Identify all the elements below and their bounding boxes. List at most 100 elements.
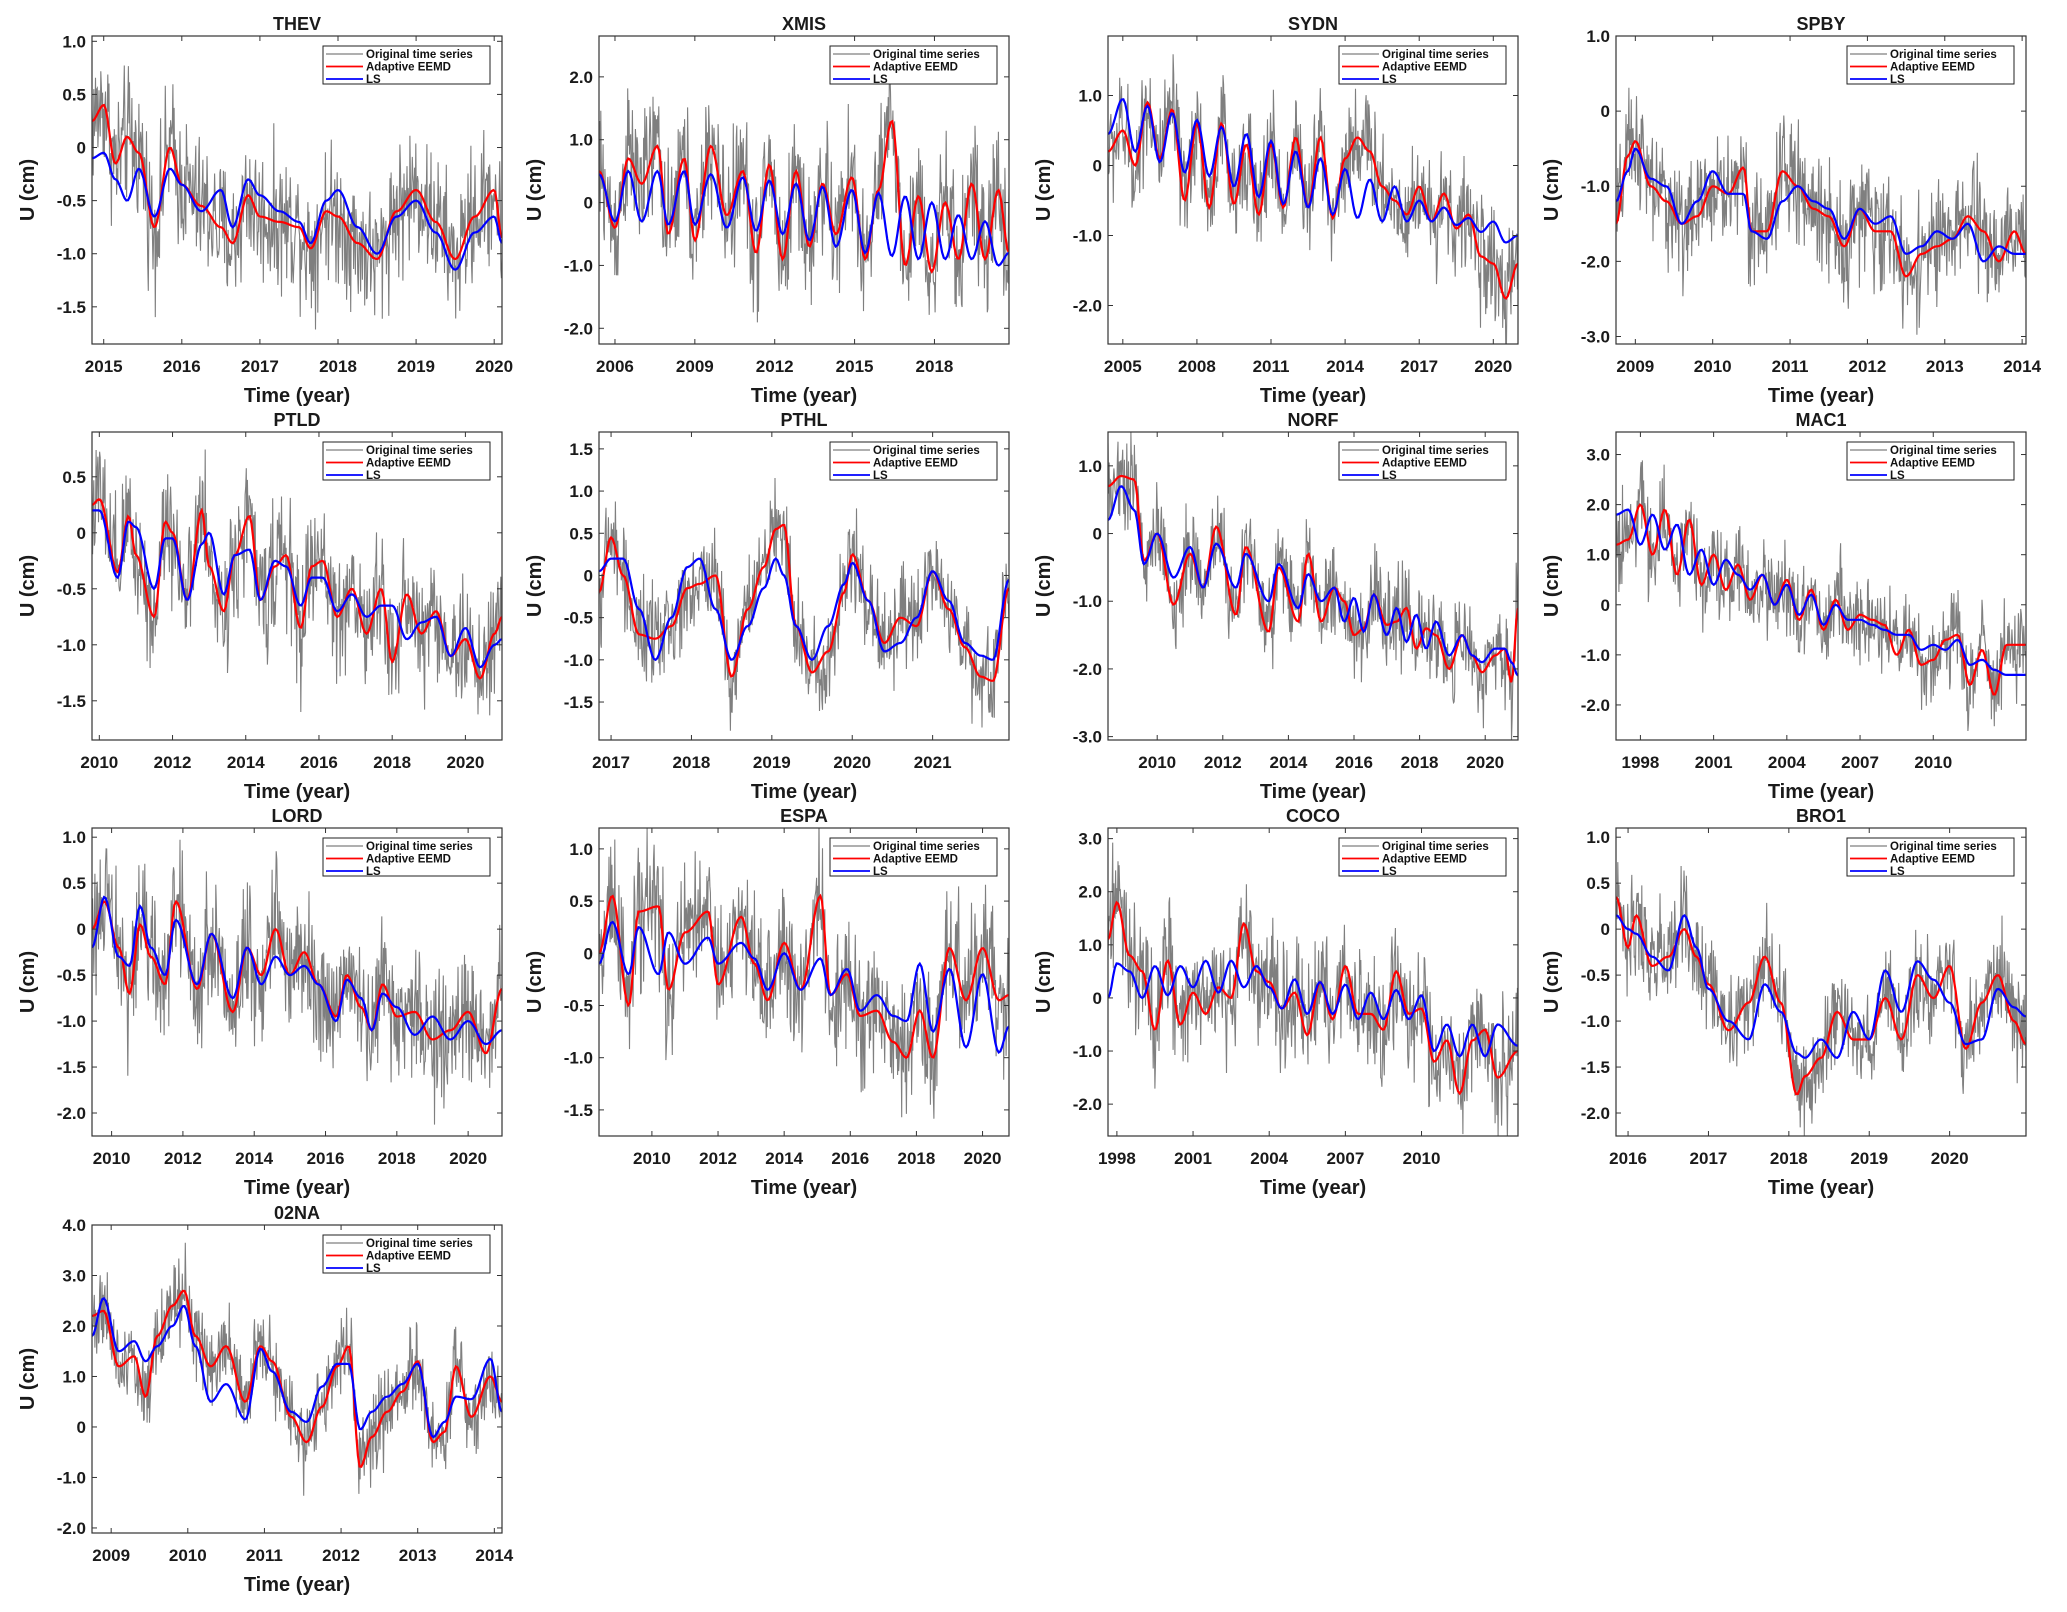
axes-box [598,431,1010,741]
ls-line [599,169,1009,267]
y-axis-label: U (cm) [17,1348,39,1410]
x-tick-label: 2018 [1401,753,1439,772]
x-tick-label: 2014 [227,753,265,772]
legend-label: Original time series [366,841,473,853]
x-axis-label: Time (year) [1260,1177,1366,1199]
y-axis-label: U (cm) [17,555,39,617]
legend-label: LS [366,1263,381,1275]
y-tick-label: 0 [584,194,593,213]
axes-box [598,827,1010,1137]
x-axis-label: Time (year) [244,1574,350,1596]
adaptive-eemd-line [1616,503,2026,696]
legend-label: Adaptive EEMD [1890,854,1975,866]
y-tick-label: -1.0 [57,1468,86,1487]
x-tick-label: 2001 [1695,753,1733,772]
legend-label: Adaptive EEMD [366,1251,451,1263]
y-tick-label: 1.0 [1586,828,1610,847]
original-series-line [92,1242,502,1496]
y-tick-label: -2.0 [1581,1104,1610,1123]
x-tick-label: 2014 [475,1546,513,1565]
subplot-title: ESPA [780,806,828,826]
x-axis-label: Time (year) [1768,385,1874,407]
x-tick-label: 2011 [1253,357,1290,376]
ls-line [1108,98,1518,244]
legend-label: LS [1890,866,1905,878]
adaptive-eemd-line [1616,896,2026,1096]
y-tick-label: 1.0 [1078,87,1102,106]
axes-box [1107,35,1519,345]
y-tick-label: 0 [77,1418,86,1437]
adaptive-eemd-line [92,1289,502,1468]
x-tick-label: 2013 [399,1546,437,1565]
subplot-title: PTHL [781,410,828,430]
x-tick-label: 2014 [2003,357,2041,376]
plot-area [1616,432,2026,740]
legend-box [829,837,998,877]
y-axis-label: U (cm) [1541,159,1563,221]
x-tick-label: 2007 [1841,753,1879,772]
x-tick-label: 2010 [1694,357,1732,376]
x-tick-label: 2017 [1400,357,1438,376]
y-tick-label: -1.0 [57,1012,86,1031]
axes-box [1615,35,2027,345]
plot-area [92,1225,502,1533]
legend-label: Original time series [1382,841,1489,853]
y-tick-label: -2.0 [1581,252,1610,271]
x-tick-label: 2014 [1326,357,1364,376]
y-axis-label: U (cm) [1033,159,1055,221]
x-tick-label: 2020 [1931,1149,1969,1168]
x-tick-label: 1998 [1621,753,1659,772]
y-axis-label: U (cm) [1541,555,1563,617]
adaptive-eemd-line [599,524,1009,682]
y-tick-label: 2.0 [1078,883,1102,902]
subplot-title: SYDN [1288,14,1338,34]
y-tick-label: -1.0 [1581,646,1610,665]
y-tick-label: 1.0 [1078,457,1102,476]
x-tick-label: 2018 [898,1149,936,1168]
subplot-title: XMIS [782,14,826,34]
legend-label: Original time series [366,49,473,61]
x-tick-label: 2012 [756,357,794,376]
legend-box [1846,45,2015,85]
y-axis-label: U (cm) [524,555,546,617]
y-tick-label: 0 [77,524,86,543]
x-tick-label: 2020 [833,753,871,772]
axes-box [598,35,1010,345]
original-series-line [92,839,502,1125]
x-tick-label: 2012 [1849,357,1887,376]
axes-box [1615,431,2027,741]
legend-label: LS [1382,74,1397,86]
x-tick-label: 2004 [1250,1149,1288,1168]
subplot-title: BRO1 [1796,806,1846,826]
ls-line [599,920,1009,1054]
y-tick-label: 1.0 [569,840,593,859]
y-tick-label: -1.0 [564,651,593,670]
x-tick-label: 2019 [397,357,435,376]
x-tick-label: 2019 [753,753,791,772]
y-tick-label: 0 [1601,920,1610,939]
x-axis-label: Time (year) [1768,1177,1874,1199]
subplot-ptld: 2010 2012 2014 2016 2018 2020 -1.5 -1.0 -0.5 0 0.5… [17,410,503,803]
x-tick-label: 2017 [592,753,630,772]
y-tick-label: 2.0 [62,1317,86,1336]
subplot-title: MAC1 [1795,410,1846,430]
y-tick-label: -0.5 [57,966,86,985]
y-tick-label: -1.0 [1073,227,1102,246]
legend-label: Original time series [1382,445,1489,457]
subplot-title: NORF [1288,410,1339,430]
ls-line [1616,147,2026,263]
ls-line [1108,485,1518,677]
y-tick-label: -2.0 [564,319,593,338]
y-tick-label: 0 [77,920,86,939]
axes-box [91,827,503,1137]
legend-label: Original time series [873,445,980,457]
y-tick-label: 0 [584,944,593,963]
x-tick-label: 2010 [1914,753,1952,772]
y-axis-label: U (cm) [1033,951,1055,1013]
x-axis-label: Time (year) [1260,385,1366,407]
y-tick-label: -3.0 [1073,728,1102,747]
